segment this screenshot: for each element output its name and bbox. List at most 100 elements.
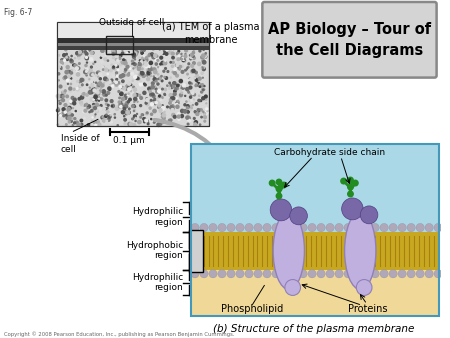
Circle shape — [76, 121, 78, 123]
Circle shape — [200, 270, 208, 278]
Circle shape — [101, 55, 103, 56]
Circle shape — [142, 114, 144, 115]
Circle shape — [348, 177, 353, 183]
Bar — [106, 36, 133, 54]
Circle shape — [207, 110, 208, 112]
Circle shape — [151, 93, 153, 95]
Circle shape — [122, 111, 124, 114]
Circle shape — [108, 92, 109, 94]
Circle shape — [160, 99, 162, 101]
Circle shape — [107, 111, 109, 113]
Bar — [57, 46, 208, 50]
Circle shape — [144, 83, 145, 84]
Circle shape — [162, 98, 163, 99]
Circle shape — [160, 119, 162, 121]
Circle shape — [172, 71, 174, 73]
Circle shape — [148, 68, 152, 71]
Circle shape — [74, 112, 75, 114]
Circle shape — [81, 51, 84, 54]
Circle shape — [76, 73, 80, 76]
Circle shape — [129, 98, 131, 101]
Circle shape — [272, 223, 280, 232]
Circle shape — [98, 121, 99, 123]
Circle shape — [180, 94, 183, 97]
Circle shape — [68, 75, 71, 77]
Circle shape — [67, 79, 68, 81]
Circle shape — [192, 55, 194, 57]
Circle shape — [135, 67, 136, 68]
Circle shape — [176, 63, 180, 66]
Circle shape — [140, 61, 143, 64]
Circle shape — [202, 88, 204, 91]
Circle shape — [148, 87, 151, 90]
Circle shape — [166, 78, 167, 79]
Circle shape — [153, 56, 155, 59]
Circle shape — [124, 119, 126, 121]
Circle shape — [196, 113, 198, 116]
Circle shape — [58, 73, 60, 75]
Circle shape — [153, 102, 155, 103]
Circle shape — [116, 78, 117, 80]
Circle shape — [74, 122, 76, 124]
Circle shape — [130, 123, 133, 126]
Circle shape — [164, 122, 166, 124]
Text: AP Biology – Tour of
the Cell Diagrams: AP Biology – Tour of the Cell Diagrams — [268, 22, 431, 58]
Circle shape — [151, 103, 153, 105]
Circle shape — [153, 107, 156, 110]
Circle shape — [171, 65, 173, 67]
Circle shape — [65, 86, 67, 87]
Circle shape — [145, 64, 148, 68]
Circle shape — [169, 82, 170, 83]
Circle shape — [138, 63, 141, 66]
Circle shape — [89, 69, 92, 72]
Circle shape — [139, 83, 140, 84]
Circle shape — [105, 54, 107, 55]
Circle shape — [96, 104, 98, 106]
Circle shape — [200, 112, 202, 114]
Circle shape — [82, 93, 85, 96]
Circle shape — [192, 92, 194, 94]
Text: Proteins: Proteins — [348, 305, 388, 314]
Circle shape — [76, 68, 77, 69]
Circle shape — [115, 107, 118, 110]
Circle shape — [202, 68, 205, 71]
Circle shape — [116, 72, 117, 74]
Circle shape — [89, 90, 91, 93]
Circle shape — [89, 49, 90, 50]
Circle shape — [353, 270, 361, 278]
Circle shape — [86, 58, 87, 60]
Circle shape — [99, 107, 101, 110]
Circle shape — [177, 100, 178, 101]
Circle shape — [171, 108, 174, 112]
Circle shape — [137, 67, 140, 71]
Circle shape — [201, 116, 203, 118]
Circle shape — [407, 223, 415, 232]
Circle shape — [57, 97, 60, 100]
Circle shape — [131, 72, 134, 75]
Circle shape — [173, 93, 176, 96]
Circle shape — [62, 63, 63, 64]
Circle shape — [62, 108, 65, 111]
Circle shape — [153, 76, 154, 77]
Circle shape — [112, 75, 114, 77]
Circle shape — [202, 77, 203, 78]
Circle shape — [145, 120, 147, 121]
Circle shape — [181, 88, 182, 89]
Circle shape — [164, 112, 165, 113]
Circle shape — [160, 63, 162, 65]
Circle shape — [187, 111, 189, 113]
Circle shape — [93, 99, 94, 100]
Circle shape — [117, 75, 118, 77]
Circle shape — [60, 95, 63, 98]
Circle shape — [193, 57, 195, 59]
Circle shape — [123, 87, 126, 90]
Circle shape — [98, 76, 99, 77]
Circle shape — [152, 57, 153, 58]
Circle shape — [161, 119, 162, 120]
Circle shape — [178, 55, 180, 57]
Circle shape — [94, 122, 96, 123]
Circle shape — [227, 223, 235, 232]
Circle shape — [144, 121, 145, 123]
Circle shape — [184, 59, 185, 61]
Circle shape — [198, 111, 199, 112]
